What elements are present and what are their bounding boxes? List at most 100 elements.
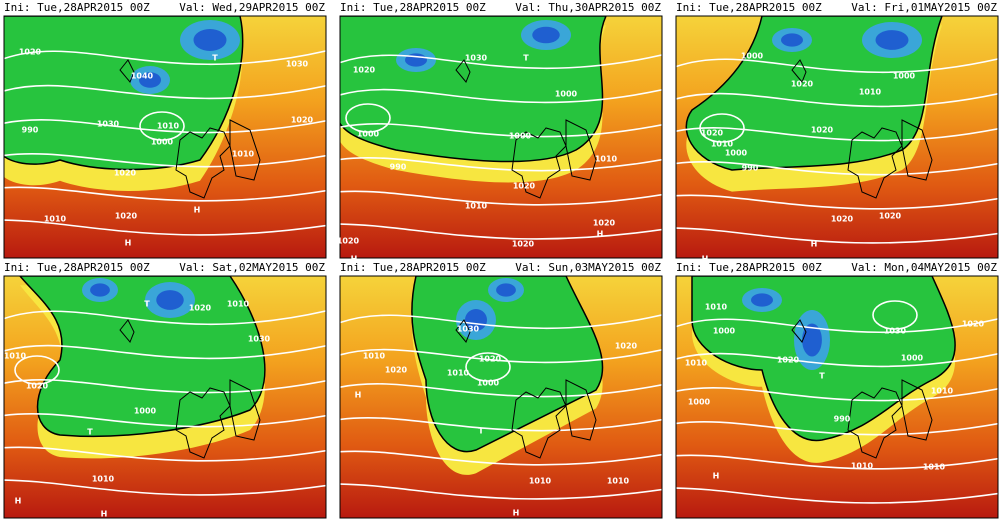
valid-time: Val: Sat,02MAY2015 00Z xyxy=(179,261,325,274)
map-frame xyxy=(339,15,663,259)
isobar-label: 1010 xyxy=(607,477,630,486)
isobar-label: 1010 xyxy=(227,300,250,309)
init-time: Ini: Tue,28APR2015 00Z xyxy=(676,1,822,14)
isobar-label: 1000 xyxy=(741,52,764,61)
valid-time: Val: Wed,29APR2015 00Z xyxy=(179,1,325,14)
isobar-label: 1010 xyxy=(595,155,618,164)
isobar-label: 1020 xyxy=(26,382,49,391)
isobar xyxy=(676,227,998,244)
isobar-label: 1010 xyxy=(711,140,734,149)
cold-core xyxy=(193,29,227,51)
init-time: Ini: Tue,28APR2015 00Z xyxy=(340,261,486,274)
isobar-label: 1020 xyxy=(831,215,854,224)
isobar-label: 1020 xyxy=(189,304,212,313)
isobar-label: H xyxy=(355,391,362,400)
isobar-label: 1030 xyxy=(97,120,120,129)
map-frame xyxy=(3,15,327,259)
panel: Ini: Tue,28APR2015 00Z Val: Sat,02MAY2015… xyxy=(3,261,327,519)
isobar xyxy=(340,417,662,432)
isobar xyxy=(139,111,185,141)
panel: Ini: Tue,28APR2015 00Z Val: Fri,01MAY2015… xyxy=(675,1,999,267)
isobar-label: 1010 xyxy=(705,303,728,312)
isobar-label: 1000 xyxy=(713,327,736,336)
isobar xyxy=(676,127,998,142)
isobar-label: 990 xyxy=(390,163,407,172)
coastline xyxy=(791,319,933,459)
cold-core xyxy=(751,293,773,307)
isobar-label: 1000 xyxy=(151,138,174,147)
isobar xyxy=(4,310,326,326)
isobar-label: 1000 xyxy=(555,90,578,99)
isobar-label: 1040 xyxy=(131,72,154,81)
isobar-label: 1010 xyxy=(44,215,67,224)
map-frame xyxy=(339,275,663,519)
isobar-label: 1020 xyxy=(353,66,376,75)
isobar-label: 1010 xyxy=(529,477,552,486)
isobar xyxy=(676,487,998,504)
isobar-label: T xyxy=(87,428,93,437)
isobar-label: 1000 xyxy=(134,407,157,416)
isobar-label: 1010 xyxy=(894,258,917,267)
isobar xyxy=(4,50,326,66)
isobar-label: H xyxy=(351,255,358,264)
isobar-label: H xyxy=(702,255,709,264)
isobar xyxy=(872,300,918,330)
coastline xyxy=(455,59,597,199)
isobar-label: 1020 xyxy=(593,219,616,228)
isobar-label: 1020 xyxy=(512,240,535,249)
isobar-label: 1010 xyxy=(157,122,180,131)
isobar-label: 1030 xyxy=(248,335,271,344)
panel: Ini: Tue,28APR2015 00Z Val: Mon,04MAY2015… xyxy=(675,261,999,519)
valid-time: Val: Sun,03MAY2015 00Z xyxy=(515,261,661,274)
isobar xyxy=(340,383,662,398)
isobar-label: T xyxy=(478,427,484,436)
isobar xyxy=(14,355,60,385)
isobar xyxy=(4,379,326,394)
cold-core xyxy=(496,283,516,297)
isobar-label: 1020 xyxy=(291,116,314,125)
isobar-label: 1020 xyxy=(19,48,42,57)
coastline xyxy=(791,59,933,199)
isobar xyxy=(340,54,662,70)
isobar-label: T xyxy=(212,54,218,63)
isobar-label: 1030 xyxy=(465,54,488,63)
isobar xyxy=(340,348,662,364)
isobar-label: H xyxy=(15,497,22,506)
isobar-label: 1000 xyxy=(901,354,924,363)
isobar xyxy=(340,483,662,500)
isobar xyxy=(699,113,745,143)
isobar-label: 1010 xyxy=(931,387,954,396)
isobar xyxy=(465,352,511,382)
isobar-label: 1020 xyxy=(777,356,800,365)
valid-time: Val: Mon,04MAY2015 00Z xyxy=(851,261,997,274)
isobar-label: H xyxy=(713,472,720,481)
isobar xyxy=(345,103,391,133)
isobar-label: T xyxy=(144,300,150,309)
map xyxy=(676,276,998,518)
cold-core xyxy=(90,283,110,297)
isobar-label: 1000 xyxy=(477,379,500,388)
cold-core xyxy=(875,30,909,50)
isobar-label: 1010 xyxy=(851,462,874,471)
isobar xyxy=(4,219,326,236)
isobar-label: 1010 xyxy=(923,463,946,472)
isobar-label: H xyxy=(811,240,818,249)
map-frame xyxy=(3,275,327,519)
isobar-label: H xyxy=(513,509,520,518)
cold-core xyxy=(465,309,487,331)
cold-core xyxy=(781,33,803,47)
isobar-label: 1030 xyxy=(286,60,309,69)
isobar-label: 1010 xyxy=(232,150,255,159)
isobar-label: 1020 xyxy=(962,320,985,329)
isobar xyxy=(340,314,662,330)
isobar-label: 990 xyxy=(22,126,39,135)
isobar-label: 1000 xyxy=(893,72,916,81)
isobar-label: 1010 xyxy=(685,359,708,368)
isobar-label: 990 xyxy=(742,164,759,173)
isobar-label: H xyxy=(194,206,201,215)
cold-core xyxy=(532,26,560,44)
isobar xyxy=(4,344,326,360)
isobar xyxy=(340,223,662,240)
isobar-label: 1000 xyxy=(688,398,711,407)
map xyxy=(340,276,662,518)
